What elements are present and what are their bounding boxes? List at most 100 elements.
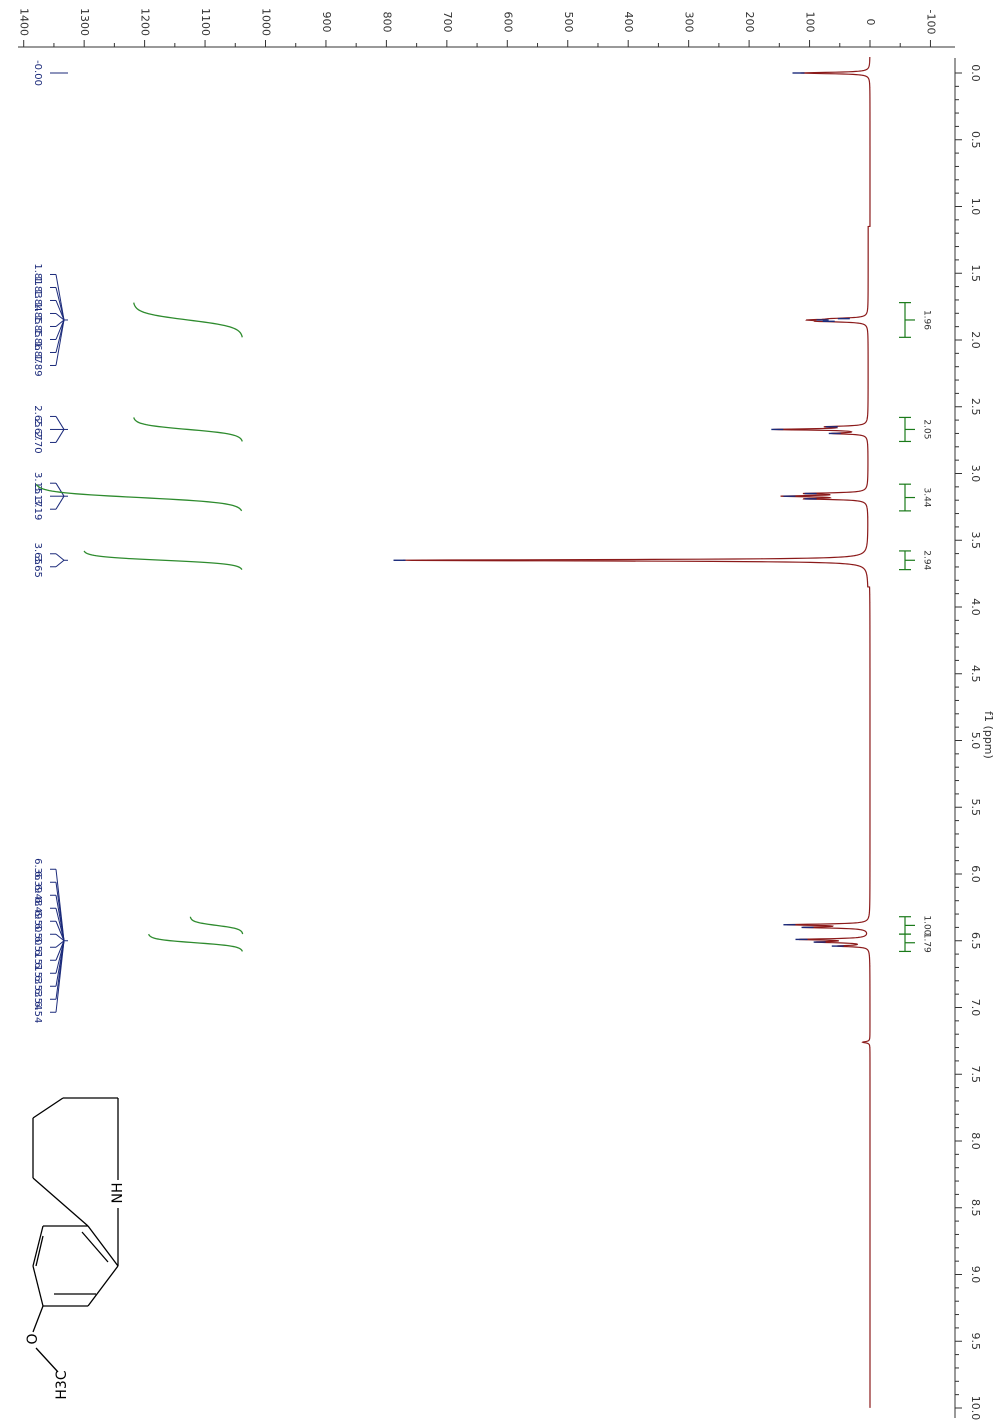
ppm-tick-label: 0.0 bbox=[969, 64, 982, 82]
ppm-tick-label: 5.5 bbox=[969, 799, 982, 817]
peak-label: 6.53 bbox=[32, 975, 43, 997]
intensity-tick-label: 1400 bbox=[18, 8, 31, 36]
ppm-tick-label: 6.5 bbox=[969, 932, 982, 950]
ppm-tick-label: 5.0 bbox=[969, 732, 982, 750]
intensity-tick-label: -100 bbox=[924, 10, 937, 35]
peak-label: 6.50 bbox=[32, 910, 43, 932]
ppm-tick-label: 4.5 bbox=[969, 665, 982, 683]
integral-value: 1.96 bbox=[922, 310, 932, 330]
peak-label: 6.54 bbox=[32, 1001, 43, 1023]
peak-label: 6.48 bbox=[32, 884, 43, 906]
peak-label-groups: -0.001.811.831.841.851.851.861.871.892.6… bbox=[32, 60, 68, 1023]
ppm-tick-label: 8.5 bbox=[969, 1199, 982, 1217]
peak-label: 6.36 bbox=[32, 858, 43, 880]
intensity-tick-label: 400 bbox=[622, 12, 635, 33]
peak-label-connector bbox=[55, 319, 65, 327]
integral-curve bbox=[148, 933, 243, 952]
peak-label-connector bbox=[55, 319, 65, 340]
structure-bond bbox=[35, 1347, 59, 1373]
ppm-tick-label: 8.0 bbox=[969, 1132, 982, 1150]
ppm-tick-label: 1.5 bbox=[969, 265, 982, 283]
atom-label-o: O bbox=[25, 1333, 41, 1344]
peak-label: -0.00 bbox=[32, 60, 43, 86]
peak-label-connector bbox=[55, 300, 65, 321]
chart-axes: 0.0 0.5 1.0 1.5 2.0 2.5 3.0 3.5 4.0 4.5 5.0 5.5 6.0 6… bbox=[18, 8, 995, 1420]
peak-label: 6.51 bbox=[32, 936, 43, 958]
peak-label-connector bbox=[55, 553, 65, 561]
atom-label-h3c: H3C bbox=[54, 1370, 70, 1399]
integral-curve bbox=[83, 550, 243, 570]
peak-label: 1.83 bbox=[32, 276, 43, 298]
ppm-tick-label: 4.0 bbox=[969, 598, 982, 616]
structure-bond bbox=[32, 1225, 44, 1267]
structure-bond bbox=[32, 1305, 44, 1333]
peak-label-connector bbox=[55, 559, 65, 568]
peak-label-connector bbox=[55, 319, 65, 366]
spectrum-line bbox=[402, 56, 871, 1408]
peak-label: 6.51 bbox=[32, 949, 43, 971]
peak-label: 3.19 bbox=[32, 498, 43, 520]
peak-label: 6.49 bbox=[32, 897, 43, 919]
peak-label: 3.65 bbox=[32, 556, 43, 578]
intensity-tick-label: 900 bbox=[320, 12, 333, 33]
ppm-tick-label: 7.0 bbox=[969, 999, 982, 1017]
intensity-tick-label: 1100 bbox=[199, 8, 212, 36]
peak-label-connector bbox=[55, 429, 65, 443]
peak-label: 6.53 bbox=[32, 962, 43, 984]
integral-value: 1.79 bbox=[922, 933, 932, 953]
integral-value: 3.44 bbox=[922, 488, 932, 508]
integral-value: 1.00 bbox=[922, 915, 932, 935]
peak-label-connector bbox=[55, 940, 65, 948]
intensity-tick-label: 800 bbox=[380, 12, 393, 33]
ppm-tick-label: 9.0 bbox=[969, 1266, 982, 1284]
structure-bond bbox=[32, 1177, 89, 1227]
integral-curve bbox=[35, 483, 243, 512]
peak-label: 1.81 bbox=[32, 263, 43, 285]
peak-label: 1.85 bbox=[32, 302, 43, 324]
peak-label-connector bbox=[55, 495, 65, 510]
peak-label-connector bbox=[55, 908, 65, 941]
intensity-tick-label: 300 bbox=[683, 12, 696, 33]
intensity-tick-label: 600 bbox=[501, 12, 514, 33]
peak-label-connector bbox=[55, 313, 65, 321]
peak-label: 1.84 bbox=[32, 289, 43, 311]
peak-label: 2.65 bbox=[32, 405, 43, 427]
ppm-tick-label: 3.0 bbox=[969, 465, 982, 483]
intensity-tick-label: 1200 bbox=[139, 8, 152, 36]
intensity-tick-label: 500 bbox=[562, 12, 575, 33]
integral-value: 2.94 bbox=[922, 550, 932, 570]
integral-curve bbox=[133, 302, 243, 338]
integral-curves bbox=[35, 302, 244, 952]
peak-label-connector bbox=[55, 482, 65, 497]
spectrum-trace bbox=[393, 56, 871, 1408]
integral-curve bbox=[189, 916, 244, 935]
peak-label: 3.17 bbox=[32, 485, 43, 507]
peak-label: 3.65 bbox=[32, 543, 43, 565]
peak-label: 1.87 bbox=[32, 341, 43, 363]
peak-label-connector bbox=[55, 940, 65, 1013]
ppm-tick-label: 9.5 bbox=[969, 1333, 982, 1351]
ppm-tick-label: 7.5 bbox=[969, 1066, 982, 1084]
integral-curve bbox=[133, 417, 243, 442]
peak-label-connector bbox=[55, 287, 65, 321]
structure-bond bbox=[81, 1231, 109, 1263]
intensity-tick-label: 1000 bbox=[260, 8, 273, 36]
integral-value: 2.05 bbox=[922, 419, 932, 439]
ppm-tick-label: 1.0 bbox=[969, 198, 982, 216]
integral-brackets: 1.96 2.05 3.44 2.94 1.001.79 bbox=[899, 302, 932, 953]
peak-label: 1.85 bbox=[32, 315, 43, 337]
peak-label-connector bbox=[55, 416, 65, 430]
intensity-tick-label: 0 bbox=[864, 19, 877, 26]
intensity-tick-label: 200 bbox=[743, 12, 756, 33]
peak-label-connector bbox=[55, 895, 65, 941]
ppm-tick-label: 10.0 bbox=[969, 1396, 982, 1420]
atom-label-nh: NH bbox=[110, 1183, 126, 1204]
peak-label: 1.86 bbox=[32, 328, 43, 350]
peak-label: 6.50 bbox=[32, 923, 43, 945]
structure-bond bbox=[35, 1235, 44, 1267]
peak-label-connector bbox=[55, 921, 65, 941]
peak-label: 6.39 bbox=[32, 871, 43, 893]
molecule-structure: H3C O NH bbox=[25, 1097, 126, 1400]
peak-label-connector bbox=[55, 933, 65, 942]
